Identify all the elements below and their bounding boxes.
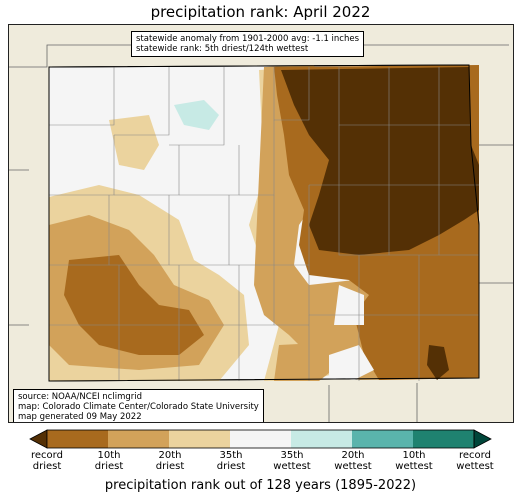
source-text: source: NOAA/NCEI nclimgrid [18,392,143,402]
colorbar-frame [46,429,475,449]
colorbar-axis-label: precipitation rank out of 128 years (189… [104,478,417,493]
colorbar-20th-wettest [352,430,413,448]
colorbar-record-driest-arrow [29,429,48,449]
colorbar-label-10th-wettest: 10th wettest [395,450,433,472]
county-borders [49,67,479,381]
colorbar [29,429,492,449]
colorbar-35th-driest [169,430,230,448]
rank-text: statewide rank: 5th driest/124th wettest [136,44,309,54]
map-date-text: map generated 09 May 2022 [18,412,142,422]
map-title: precipitation rank: April 2022 [150,3,371,21]
anomaly-info-box: statewide anomaly from 1901-2000 avg: -1… [131,31,365,57]
anomaly-text: statewide anomaly from 1901-2000 avg: -1… [136,34,360,44]
colorbar-label-20th-wettest: 20th wettest [334,450,372,472]
colorbar-10th-wettest [413,430,474,448]
colorbar-label-record-driest: record driest [31,450,63,472]
colorado-map [9,44,513,422]
source-info-box: source: NOAA/NCEI nclimgrid map: Colorad… [13,389,264,422]
map-panel: statewide anomaly from 1901-2000 avg: -1… [8,24,514,423]
colorbar-near-normal [230,430,291,448]
colorbar-10th-driest [47,430,108,448]
colorbar-35th-wettest [291,430,352,448]
colorbar-label-20th-driest: 20th driest [155,450,185,472]
colorbar-label-10th-driest: 10th driest [94,450,124,472]
colorbar-label-35th-wettest: 35th wettest [273,450,311,472]
colorado-outline [48,64,480,382]
rank-35th-wettest-areas [174,100,219,130]
rank-record-driest-areas [281,67,479,380]
colorbar-20th-driest [108,430,169,448]
colorbar-record-wettest-arrow [473,429,492,449]
colorbar-label-35th-driest: 35th driest [216,450,246,472]
colorbar-label-record-wettest: record wettest [456,450,494,472]
map-credit-text: map: Colorado Climate Center/Colorado St… [18,402,259,412]
